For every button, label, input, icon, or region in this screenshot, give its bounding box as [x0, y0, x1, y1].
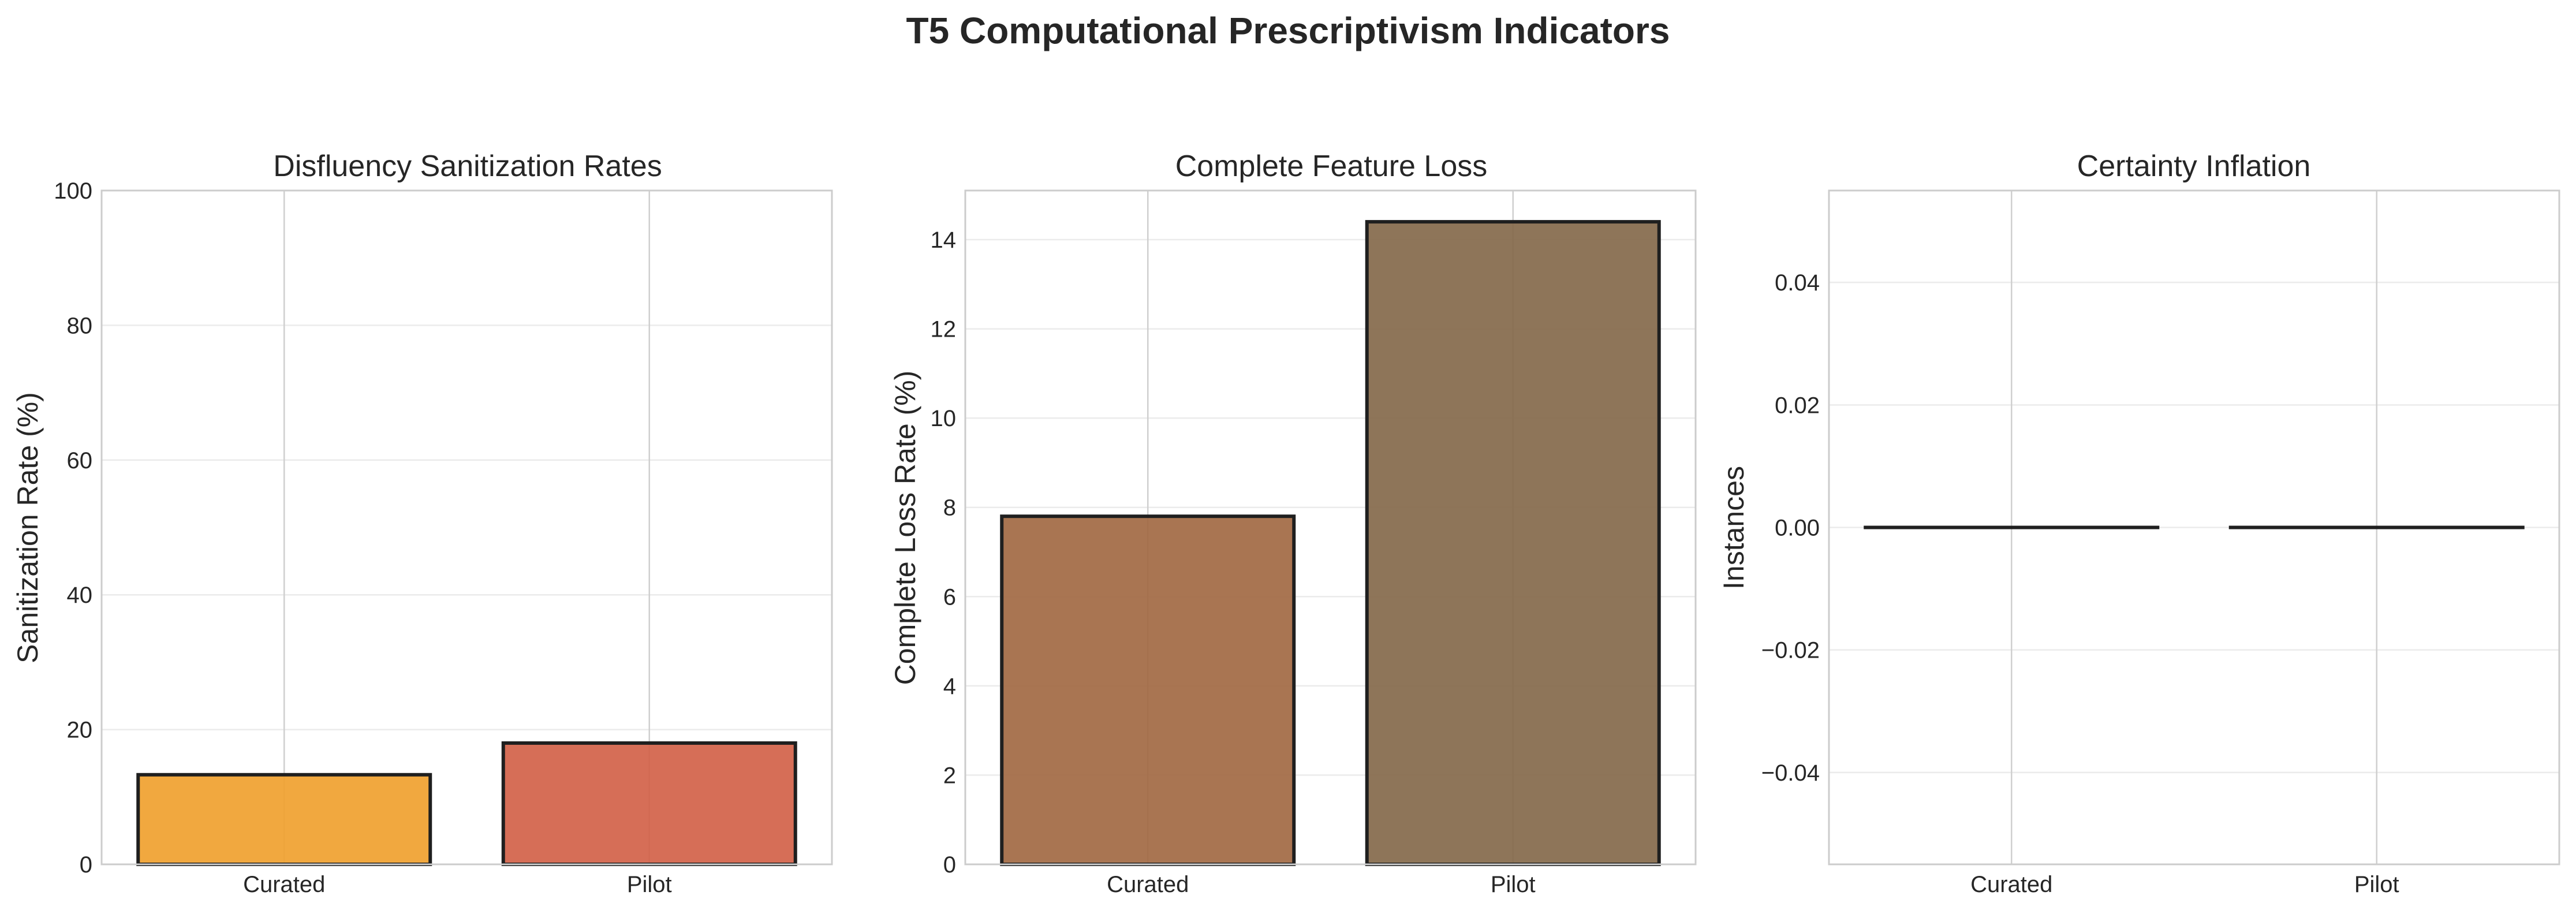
y-tick-label: −0.02 — [1761, 638, 1820, 663]
y-tick-label: 2 — [943, 763, 956, 788]
x-tick-label: Curated — [243, 872, 325, 897]
y-tick-label: 0.00 — [1775, 516, 1820, 541]
y-axis-label: Instances — [1718, 466, 1750, 590]
plot-frame — [100, 189, 833, 865]
figure-title: T5 Computational Prescriptivism Indicato… — [906, 10, 1670, 51]
y-tick-label: 40 — [67, 583, 93, 608]
y-tick-label: 0 — [80, 852, 92, 878]
y-tick-label: 0.02 — [1775, 393, 1820, 418]
y-tick-label: 10 — [931, 406, 957, 431]
chart-title: Certainty Inflation — [2077, 150, 2311, 183]
y-axis-label: Sanitization Rate (%) — [12, 392, 44, 663]
chart-title: Disfluency Sanitization Rates — [273, 150, 662, 183]
y-tick-label: 6 — [943, 584, 956, 610]
y-tick-label: 4 — [943, 674, 956, 699]
chart-complete-feature-loss: Complete Feature Loss Complete Loss Rate… — [889, 150, 1697, 897]
bar-pilot — [1365, 220, 1661, 866]
x-tick-label: Pilot — [2354, 872, 2399, 897]
y-tick-label: 8 — [943, 495, 956, 521]
bar-pilot — [501, 741, 797, 866]
x-tick-label: Curated — [1970, 872, 2052, 897]
y-tick-label: 12 — [931, 317, 957, 342]
y-axis-label: Complete Loss Rate (%) — [889, 371, 921, 685]
x-tick-label: Pilot — [1491, 872, 1536, 897]
chart-title: Complete Feature Loss — [1175, 150, 1488, 183]
y-tick-label: 0 — [943, 852, 956, 878]
y-tick-label: 100 — [54, 178, 92, 204]
y-tick-label: 0.04 — [1775, 270, 1820, 296]
plot-frame — [1828, 189, 2560, 865]
y-tick-label: 60 — [67, 448, 93, 473]
x-tick-label: Pilot — [627, 872, 672, 897]
chart-sanitization-rates: Disfluency Sanitization Rates Sanitizati… — [12, 150, 833, 897]
bar-curated — [1000, 514, 1296, 866]
y-tick-label: −0.04 — [1761, 760, 1820, 786]
y-tick-label: 14 — [931, 227, 957, 253]
y-tick-label: 80 — [67, 313, 93, 338]
plot-frame — [964, 189, 1697, 865]
x-tick-label: Curated — [1107, 872, 1189, 897]
y-tick-label: 20 — [67, 718, 93, 743]
chart-certainty-inflation: Certainty Inflation Instances −0.04 −0.02… — [1718, 150, 2560, 897]
bar-curated — [136, 773, 432, 866]
